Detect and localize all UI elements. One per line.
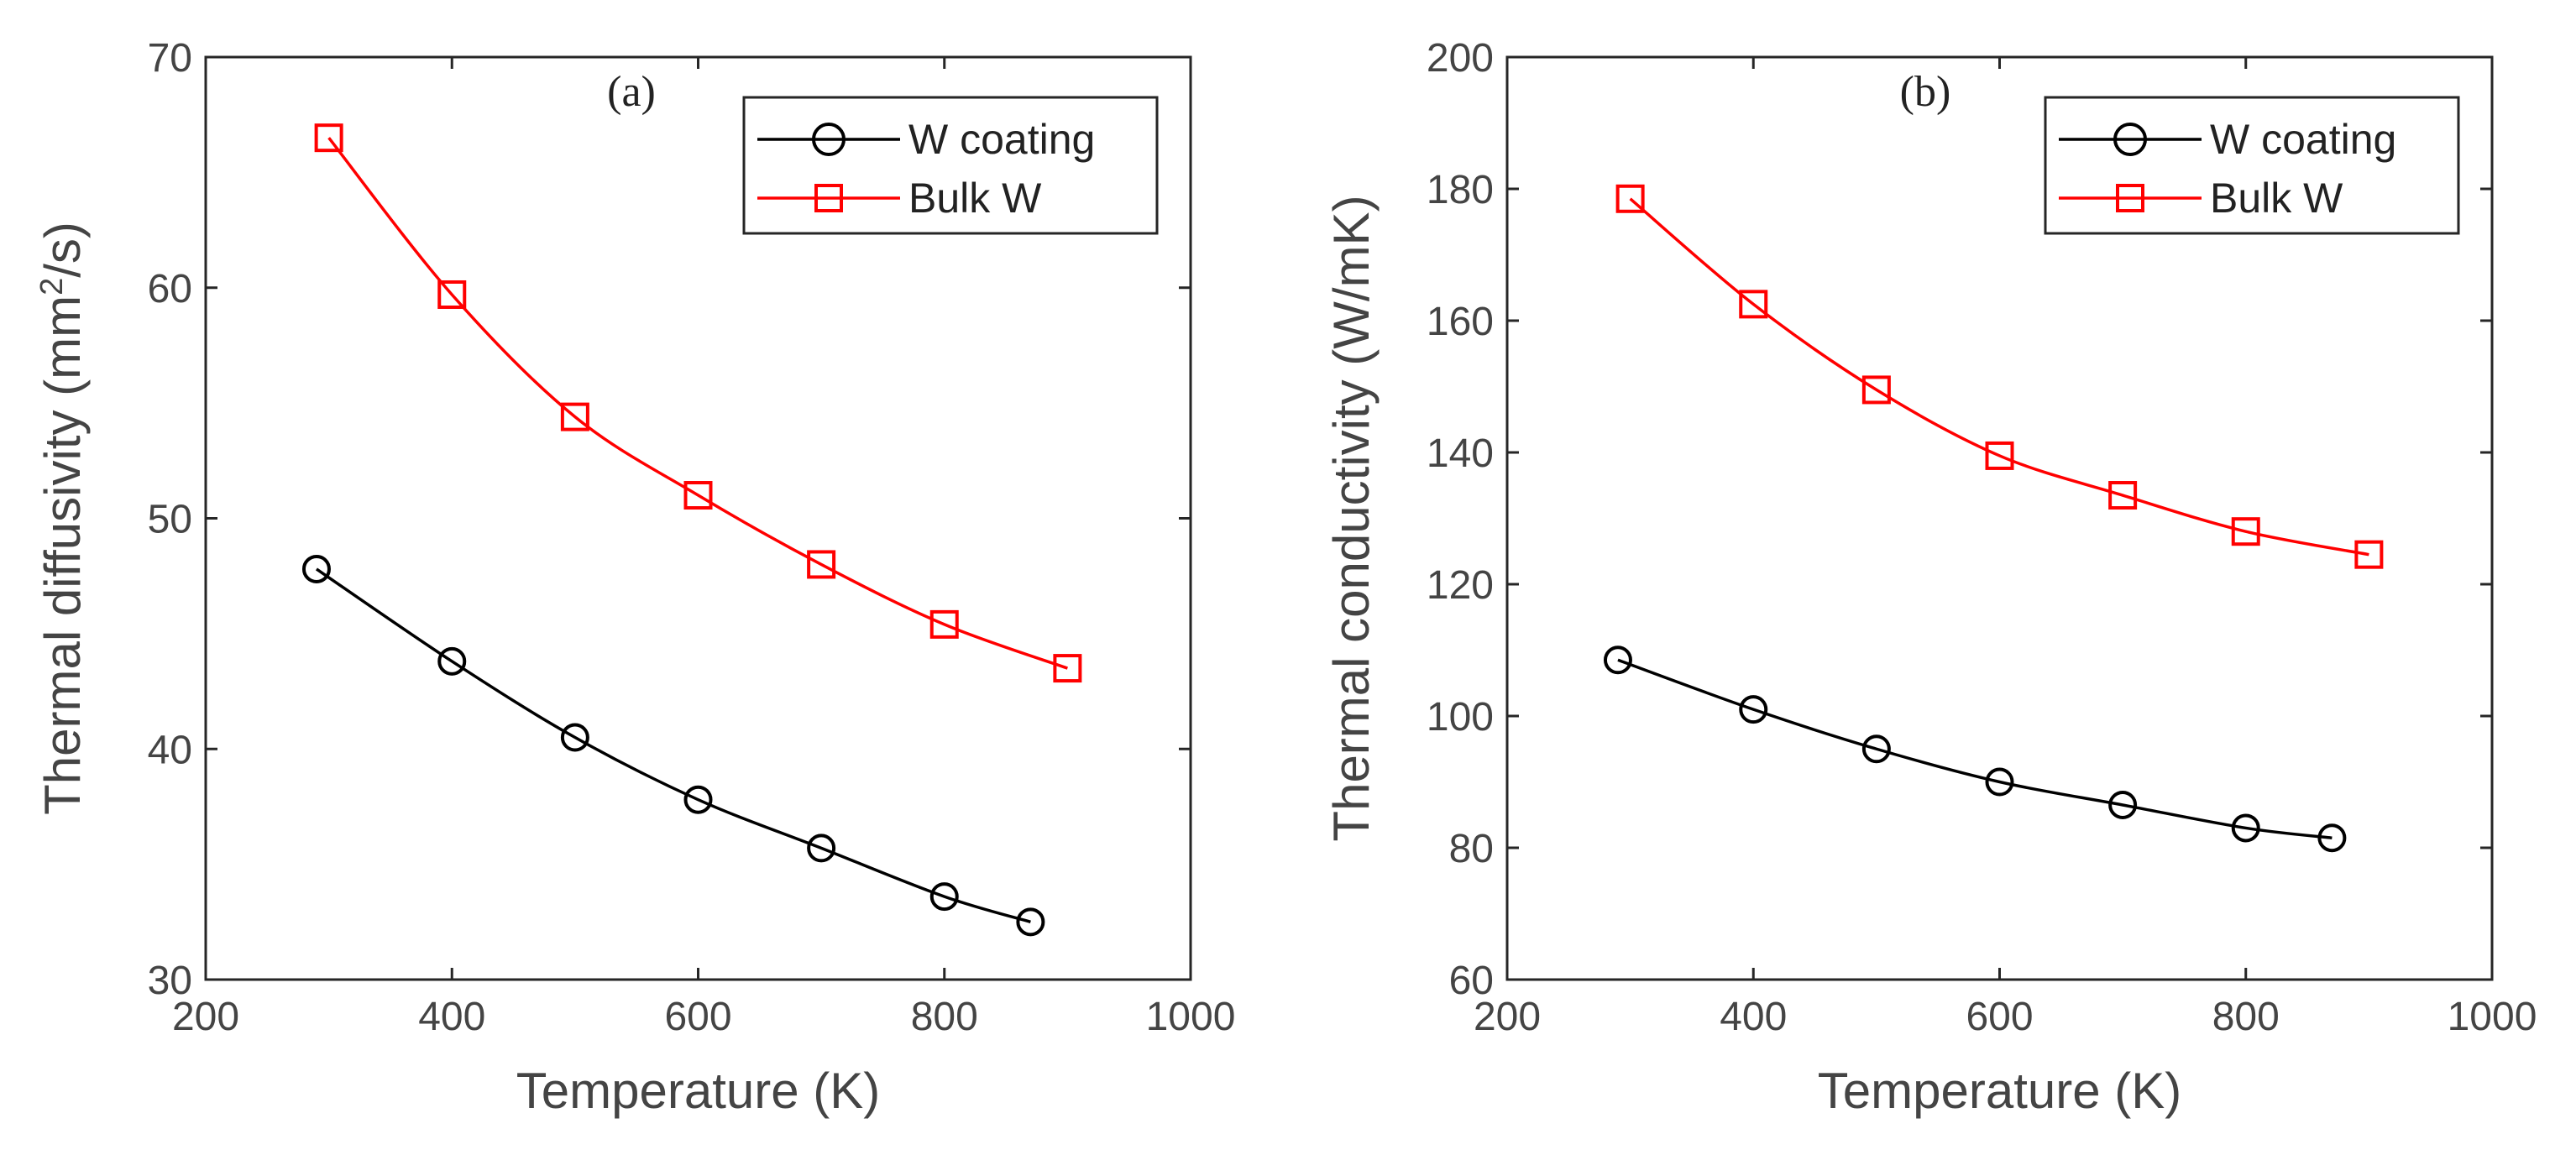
x-tick-label: 600 — [664, 995, 731, 1039]
x-tick-label: 400 — [1720, 995, 1787, 1039]
data-point-marker — [437, 280, 467, 309]
y-tick-label: 30 — [148, 959, 192, 1003]
series-line — [315, 567, 1031, 923]
x-tick-label: 200 — [172, 995, 239, 1039]
data-point-marker — [301, 554, 331, 583]
y-tick-label: 40 — [148, 728, 192, 772]
x-tick-label: 800 — [2212, 995, 2280, 1039]
legend-entry: Bulk W — [757, 175, 1042, 222]
data-point-marker — [807, 834, 836, 863]
panel-label: (a) — [607, 68, 656, 116]
legend-entry: Bulk W — [2059, 175, 2343, 222]
series-line — [1617, 658, 2333, 839]
legend-marker — [814, 184, 843, 212]
x-tick-label: 800 — [911, 995, 978, 1039]
x-tick-label: 1000 — [1146, 995, 1236, 1039]
x-tick-label: 400 — [418, 995, 485, 1039]
x-tick-label: 200 — [1474, 995, 1541, 1039]
legend-marker — [812, 123, 846, 156]
data-point-marker — [1615, 184, 1645, 213]
data-point-marker — [560, 723, 589, 752]
y-tick-label: 100 — [1427, 695, 1494, 740]
data-point-marker — [560, 402, 589, 431]
y-tick-label: 120 — [1427, 563, 1494, 608]
y-tick-label: 60 — [1449, 959, 1494, 1003]
data-point-marker — [1739, 695, 1768, 724]
series-bulk-w — [314, 123, 1082, 683]
x-tick-label: 600 — [1966, 995, 2033, 1039]
data-point-marker — [683, 481, 713, 510]
data-point-marker — [683, 785, 713, 814]
legend-entry: W coating — [757, 116, 1095, 163]
y-tick-label: 180 — [1427, 168, 1494, 212]
data-point-marker — [2108, 481, 2138, 510]
legend-label: Bulk W — [2210, 175, 2343, 222]
data-point-marker — [1985, 767, 2014, 797]
data-point-marker — [1985, 441, 2014, 470]
legend-label: W coating — [2210, 116, 2396, 163]
legend-marker — [2116, 184, 2144, 212]
legend: W coating Bulk W — [742, 96, 1159, 235]
y-axis-label: Thermal conductivity (W/mK) — [1323, 195, 1380, 841]
data-point-marker — [929, 882, 959, 912]
series-bulk-w — [1615, 184, 2384, 569]
data-point-marker — [2108, 790, 2138, 819]
data-point-marker — [807, 550, 836, 579]
data-point-marker — [1739, 290, 1768, 319]
series-line — [1629, 197, 2369, 557]
legend-entry: W coating — [2059, 116, 2396, 163]
legend-box — [2044, 96, 2460, 235]
data-point-marker — [1861, 734, 1891, 764]
data-point-marker — [437, 646, 467, 676]
data-point-marker — [2317, 823, 2347, 853]
chart-panel-a: 200 400 600 800 1000 30 40 50 60 70 Temperature (K… — [34, 36, 1235, 1119]
y-tick-label: 50 — [148, 498, 192, 542]
legend-marker — [2113, 123, 2147, 156]
x-axis-label: Temperature (K) — [516, 1063, 880, 1119]
data-point-marker — [1016, 907, 1045, 937]
y-axis-label: Thermal diffusivity (mm2/s) — [34, 222, 91, 815]
y-tick-label: 160 — [1427, 300, 1494, 344]
legend-label: Bulk W — [908, 175, 1042, 222]
data-point-marker — [314, 123, 343, 153]
y-axis-label-superscript: 2 — [34, 278, 70, 295]
data-point-marker — [929, 609, 959, 639]
data-point-marker — [2354, 540, 2384, 569]
panel-label: (b) — [1900, 68, 1951, 116]
y-tick-label: 80 — [1449, 827, 1494, 871]
chart-panel-b: 200 400 600 800 1000 60 80 100 120 140 160 180 200 Te… — [1323, 36, 2537, 1119]
y-tick-label: 70 — [148, 36, 192, 81]
series-w-coating — [301, 554, 1045, 937]
y-tick-label: 140 — [1427, 431, 1494, 476]
series-line — [327, 137, 1068, 670]
legend-box — [742, 96, 1159, 235]
data-point-marker — [2231, 813, 2260, 843]
legend-label: W coating — [908, 116, 1095, 163]
y-tick-label: 60 — [148, 267, 192, 311]
data-point-marker — [1603, 645, 1632, 675]
series-w-coating — [1603, 645, 2347, 853]
x-axis-label: Temperature (K) — [1818, 1063, 2181, 1119]
legend: W coating Bulk W — [2044, 96, 2460, 235]
data-point-marker — [1053, 654, 1082, 683]
data-point-marker — [2231, 517, 2260, 546]
y-tick-label: 200 — [1427, 36, 1494, 81]
data-point-marker — [1861, 375, 1891, 405]
x-tick-label: 1000 — [2448, 995, 2537, 1039]
